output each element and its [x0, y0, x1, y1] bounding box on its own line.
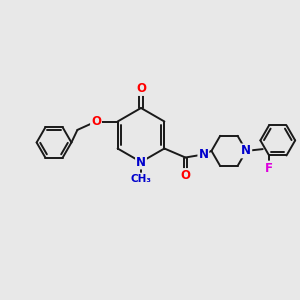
- Text: N: N: [136, 155, 146, 169]
- Text: F: F: [265, 162, 273, 175]
- Text: O: O: [136, 82, 146, 95]
- Text: O: O: [180, 169, 190, 182]
- Text: CH₃: CH₃: [130, 173, 152, 184]
- Text: N: N: [241, 144, 251, 158]
- Text: N: N: [198, 148, 208, 161]
- Text: O: O: [91, 115, 101, 128]
